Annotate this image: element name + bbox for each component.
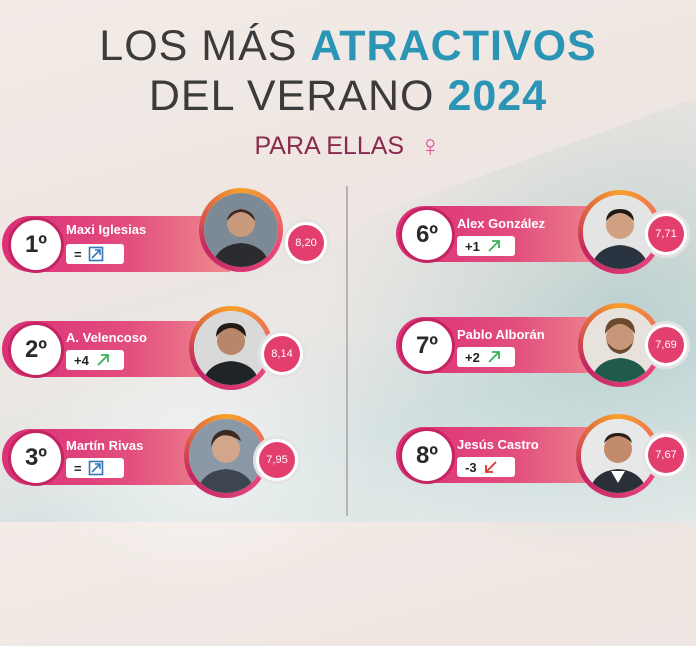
same-position-arrow-icon [88,246,103,262]
score-badge: 7,95 [253,436,301,484]
title-line-2-accent: 2024 [447,72,548,120]
rank-change-value: +4 [74,352,89,368]
score-value: 7,71 [648,216,684,252]
same-position-arrow-icon [88,460,103,476]
title-line-1-accent: ATRACTIVOS [310,22,597,70]
title-line-2-plain: DEL VERANO [148,72,435,120]
up-arrow-icon [488,240,500,252]
score-badge: 8,14 [258,330,306,378]
rank-badge: 6º [399,207,455,263]
person-photo [194,311,268,385]
title-line-2: DEL VERANO 2024 [0,72,696,121]
rank-change-badge: -3 [457,457,515,477]
score-value: 7,69 [648,327,684,363]
score-value: 8,20 [288,225,324,261]
rank-change-value: +1 [465,238,480,254]
person-name: Alex González [457,216,546,231]
rank-change-value: -3 [465,459,477,475]
up-arrow-icon [97,354,109,366]
person-name: Pablo Alborán [457,327,545,342]
score-value: 8,14 [264,336,300,372]
person-name: A. Velencoso [66,330,147,345]
person-name: Jesús Castro [457,437,539,452]
rank-change-value: +2 [465,349,480,365]
rank-change-badge: = [66,244,124,264]
score-badge: 7,71 [642,210,690,258]
rank-badge: 2º [8,322,64,378]
female-symbol-icon: ♀ [419,130,442,163]
score-value: 7,67 [648,437,684,473]
score-value: 7,95 [259,442,295,478]
rank-change-value: = [74,246,82,262]
person-photo [189,419,263,493]
person-name: Martín Rivas [66,438,144,453]
rank-badge: 3º [8,430,64,486]
down-arrow-icon [484,461,497,473]
photo-ring [199,188,283,272]
title-line-1: LOS MÁS ATRACTIVOS [0,22,696,71]
rank-change-badge: +1 [457,236,515,256]
title-line-1-plain: LOS MÁS [99,22,298,70]
rank-change-badge: +2 [457,347,515,367]
subtitle-text: PARA ELLAS [254,132,405,160]
rank-change-badge: = [66,458,124,478]
rank-badge: 7º [399,318,455,374]
score-badge: 7,69 [642,321,690,369]
rank-badge: 1º [8,217,64,273]
rank-badge: 8º [399,428,455,484]
person-name: Maxi Iglesias [66,222,147,237]
column-divider [346,186,348,516]
rank-change-value: = [74,460,82,476]
score-badge: 8,20 [282,219,330,267]
subtitle: PARA ELLAS ♀ [0,130,696,164]
up-arrow-icon [488,351,500,363]
rank-change-badge: +4 [66,350,124,370]
person-photo [204,193,278,267]
score-badge: 7,67 [642,431,690,479]
